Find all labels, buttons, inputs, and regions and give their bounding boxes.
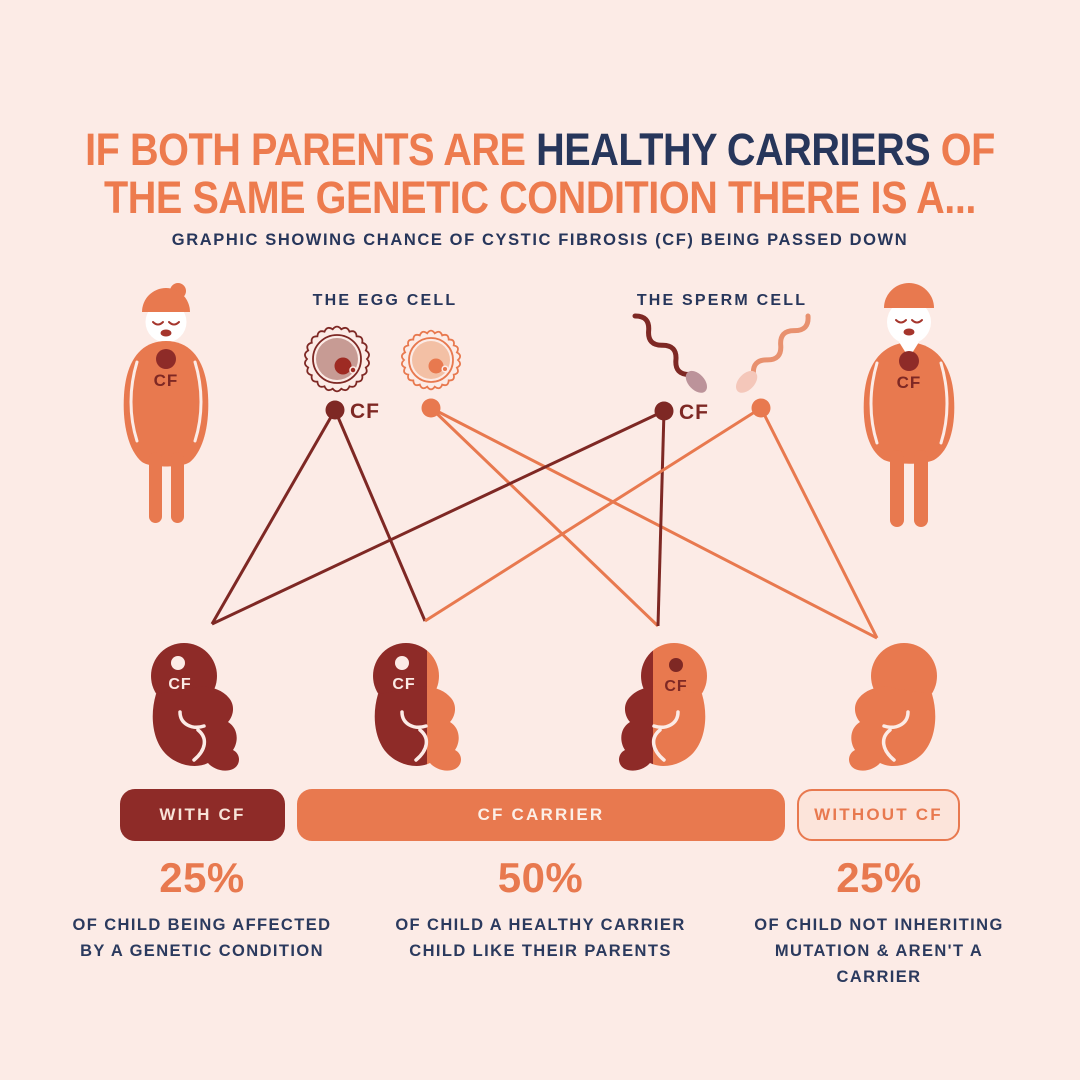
mother-leg-left xyxy=(149,452,162,523)
sperm-cell-cf xyxy=(632,313,708,393)
page-title: IF BOTH PARENTS ARE HEALTHY CARRIERS OF … xyxy=(65,126,1015,221)
inheritance-line-sperm-healthy-baby-without-cf xyxy=(759,407,879,639)
father-leg-left xyxy=(890,450,904,527)
father-cf-dot xyxy=(899,351,919,371)
mother-hair xyxy=(142,288,190,312)
egg-cytoplasm xyxy=(316,338,358,380)
egg-cf-node xyxy=(325,400,345,420)
description-carrier: OF CHILD A HEALTHY CARRIER CHILD LIKE TH… xyxy=(395,916,686,960)
inheritance-lines xyxy=(210,406,879,640)
percent-without-cf: 25% xyxy=(836,854,922,901)
title-orange-2: OF xyxy=(930,124,996,175)
egg-membrane xyxy=(312,334,362,384)
baby-dot xyxy=(171,656,185,670)
inheritance-line-egg-cf-baby-carrier-1 xyxy=(333,409,427,622)
baby-cf-label: CF xyxy=(392,676,415,693)
sperm-head xyxy=(685,370,708,393)
father-figure: CF xyxy=(863,283,955,527)
mother-body xyxy=(123,341,209,467)
inheritance-line-sperm-healthy-baby-carrier-1 xyxy=(424,406,762,623)
mother-eye-right xyxy=(168,321,180,326)
baby-cf-label: CF xyxy=(168,676,191,693)
inheritance-line-egg-healthy-baby-without-cf xyxy=(430,406,878,640)
father-collar xyxy=(899,342,919,358)
sperm-healthy-node xyxy=(751,398,771,418)
sperm-tail xyxy=(750,313,811,378)
mother-figure: CF xyxy=(123,283,209,523)
egg-polar-body xyxy=(441,365,449,373)
father-body xyxy=(863,342,955,464)
father-leg-right xyxy=(914,450,928,527)
mother-mouth xyxy=(160,329,172,337)
father-eye-left xyxy=(895,319,907,324)
description-with-cf: OF CHILD BEING AFFECTED BY A GENETIC CON… xyxy=(72,916,332,960)
baby-cf-label: CF xyxy=(664,678,687,695)
egg-nucleus xyxy=(334,357,352,375)
egg-cell-label: THE EGG CELL xyxy=(312,292,458,309)
egg-cytoplasm xyxy=(412,341,450,379)
egg-membrane xyxy=(408,337,454,383)
sperm-cf-label: CF xyxy=(679,401,709,424)
sperm-cell-healthy xyxy=(735,313,811,393)
mother-cf-label: CF xyxy=(154,371,179,390)
stat-carrier: 50% OF CHILD A HEALTHY CARRIER CHILD LIK… xyxy=(388,854,693,964)
with-cf-badge: WITH CF xyxy=(120,789,285,841)
egg-polar-body xyxy=(349,366,357,374)
percent-carrier: 50% xyxy=(497,854,584,901)
page-subtitle: GRAPHIC SHOWING CHANCE OF CYSTIC FIBROSI… xyxy=(171,231,909,249)
inheritance-line-egg-cf-baby-with-cf xyxy=(210,409,337,625)
description-without-cf: OF CHILD NOT INHERITING MUTATION & AREN'… xyxy=(754,916,1004,986)
baby-dot xyxy=(395,656,409,670)
baby-without-cf xyxy=(849,643,937,771)
mother-arm-left xyxy=(129,360,139,443)
father-face xyxy=(887,300,931,344)
title-navy: HEALTHY CARRIERS xyxy=(536,124,931,175)
percent-with-cf: 25% xyxy=(159,854,245,901)
egg-healthy-node xyxy=(421,398,441,418)
inheritance-line-sperm-cf-baby-with-cf xyxy=(211,409,665,626)
egg-nucleus xyxy=(428,358,444,374)
father-hair xyxy=(884,283,934,308)
mother-arm-right xyxy=(193,360,203,443)
without-cf-badge: WITHOUT CF xyxy=(797,789,960,841)
stat-without-cf: 25% OF CHILD NOT INHERITING MUTATION & A… xyxy=(733,854,1025,990)
baby-with-cf: CF xyxy=(151,643,239,771)
egg-cf-label: CF xyxy=(350,400,380,423)
egg-cell-cf xyxy=(304,325,370,393)
cf-carrier-badge: CF CARRIER xyxy=(297,789,785,841)
mother-cf-dot xyxy=(156,349,176,369)
father-eye-right xyxy=(911,319,923,324)
father-mouth xyxy=(903,328,915,336)
sperm-cell-label: THE SPERM CELL xyxy=(636,292,808,309)
egg-corona xyxy=(304,325,370,393)
baby-carrier-1: CF xyxy=(373,643,461,771)
father-arm-right xyxy=(939,361,949,445)
sperm-tail xyxy=(632,313,693,378)
baby-dot xyxy=(669,658,683,672)
stat-with-cf: 25% OF CHILD BEING AFFECTED BY A GENETIC… xyxy=(62,854,342,964)
baby-carrier-2: CF xyxy=(619,643,707,771)
egg-cell-healthy xyxy=(401,329,461,391)
title-orange-1: IF BOTH PARENTS ARE xyxy=(85,124,537,175)
sperm-cf-node xyxy=(654,401,674,421)
mother-eye-left xyxy=(152,321,164,326)
egg-corona xyxy=(401,329,461,391)
father-cf-label: CF xyxy=(897,373,922,392)
title-line2: THE SAME GENETIC CONDITION THERE IS A... xyxy=(104,171,976,223)
gamete-nodes: CF CF xyxy=(325,398,771,424)
inheritance-line-sperm-cf-baby-carrier-2 xyxy=(656,410,666,627)
inheritance-line-egg-healthy-baby-carrier-2 xyxy=(429,406,660,628)
sperm-head xyxy=(735,370,758,393)
father-arm-left xyxy=(869,361,879,445)
mother-leg-right xyxy=(171,452,184,523)
